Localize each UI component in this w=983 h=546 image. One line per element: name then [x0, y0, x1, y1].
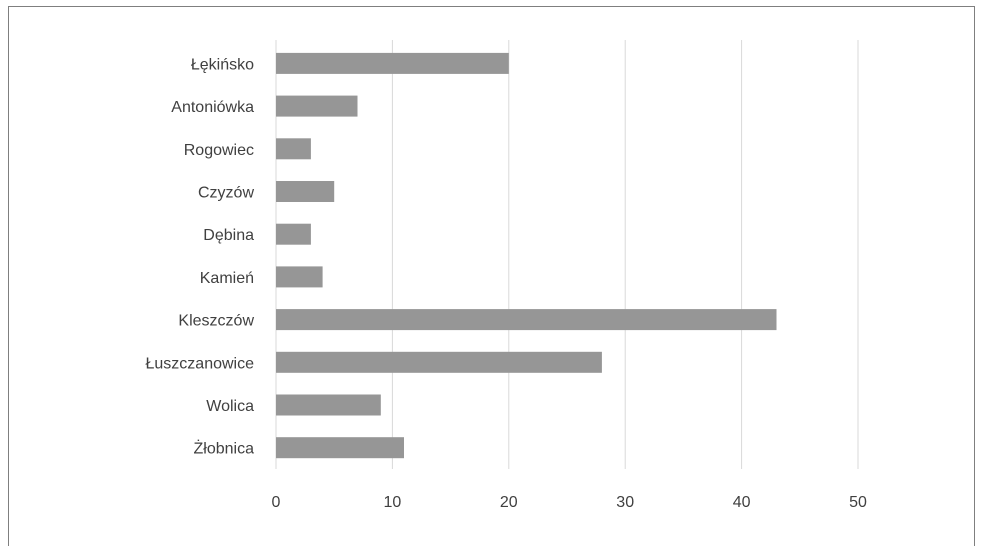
x-tick-label-10: 10 [384, 494, 402, 511]
x-tick-label-0: 0 [272, 494, 281, 511]
x-tick-label-40: 40 [733, 494, 751, 511]
bar-6 [276, 266, 323, 288]
category-label-6: Kamień [200, 270, 254, 287]
category-label-3: Rogowiec [184, 142, 254, 159]
bar-9 [276, 394, 381, 416]
bar-8 [276, 351, 602, 373]
bar-7 [276, 309, 777, 331]
bars [276, 52, 777, 459]
x-tick-label-20: 20 [500, 494, 518, 511]
bar-5 [276, 223, 311, 245]
bar-10 [276, 437, 404, 459]
bar-2 [276, 95, 358, 117]
category-label-5: Dębina [203, 227, 254, 244]
category-label-8: Łuszczanowice [146, 355, 255, 372]
bar-3 [276, 138, 311, 160]
category-label-7: Kleszczów [178, 313, 254, 330]
bar-1 [276, 52, 509, 74]
x-tick-label-30: 30 [616, 494, 634, 511]
chart-frame [8, 6, 975, 546]
category-label-9: Wolica [206, 398, 254, 415]
category-label-10: Żłobnica [194, 439, 255, 458]
category-labels: Łękińsko Antoniówka Rogowiec Czyzów Dębina Ka… [146, 56, 255, 457]
x-axis-tick-labels: 0 10 20 30 40 50 [272, 494, 867, 511]
bar-4 [276, 181, 335, 202]
category-label-4: Czyzów [198, 185, 254, 202]
x-tick-label-50: 50 [849, 494, 867, 511]
category-label-2: Antoniówka [171, 99, 254, 116]
category-label-1: Łękińsko [191, 56, 254, 73]
